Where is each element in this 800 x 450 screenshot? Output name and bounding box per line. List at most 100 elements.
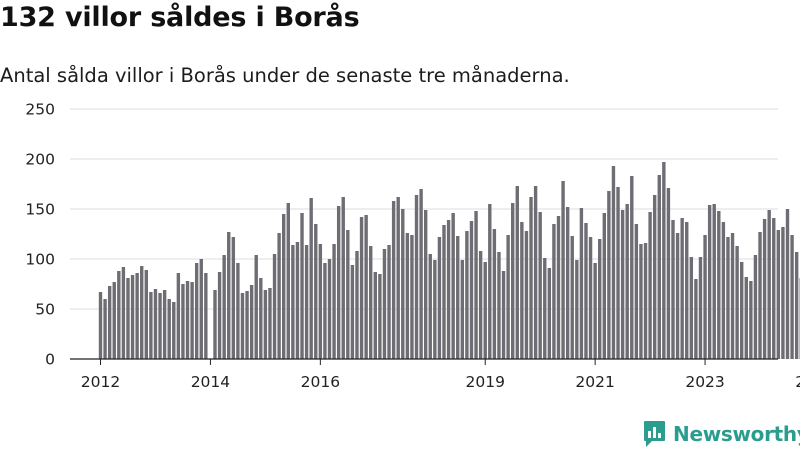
bar [181, 284, 185, 359]
x-tick-label: 2021 [575, 373, 614, 391]
bar [341, 197, 345, 359]
bar [304, 245, 309, 359]
bar [419, 189, 423, 359]
bar [176, 273, 181, 359]
bar [153, 289, 158, 359]
bar [222, 255, 226, 359]
bar [355, 251, 359, 359]
bar [309, 198, 313, 359]
x-tick-label: 2023 [685, 373, 724, 391]
bar [295, 242, 300, 359]
bar [561, 181, 565, 359]
newsworthy-logo[interactable]: Newsworthy [643, 420, 800, 448]
bar [698, 257, 703, 359]
bar [735, 246, 739, 359]
bar [593, 263, 597, 359]
bar [140, 266, 144, 359]
page-subtitle: Antal sålda villor i Borås under de sena… [0, 64, 570, 87]
bar [781, 227, 785, 359]
bar [185, 281, 190, 359]
bar [652, 195, 657, 359]
bar [556, 216, 561, 359]
bar [762, 219, 767, 359]
bar [538, 212, 542, 359]
bar [579, 208, 584, 359]
bar [753, 255, 758, 359]
bar [767, 210, 771, 359]
bar [327, 259, 332, 359]
bar [570, 236, 574, 359]
bar [382, 249, 387, 359]
bar [240, 293, 245, 359]
bar [552, 224, 556, 359]
bar [456, 236, 460, 359]
y-tick-label: 150 [25, 201, 55, 219]
bar [465, 231, 469, 359]
x-tick-label: 2016 [301, 373, 340, 391]
bar [369, 246, 373, 359]
bar [602, 213, 606, 359]
y-axis: 0 50 100 150 200 250 [25, 101, 55, 369]
bar [726, 237, 730, 359]
bar [744, 277, 748, 359]
bar [282, 214, 286, 359]
bar [373, 272, 377, 359]
x-tick-label: 2014 [191, 373, 230, 391]
bar [511, 203, 515, 359]
bar [162, 290, 167, 359]
x-axis: 2012 2014 2016 2019 2021 2023 2025 [70, 358, 800, 391]
bar [529, 197, 533, 359]
bar [492, 229, 497, 359]
bar [391, 201, 396, 359]
bar [758, 232, 762, 359]
x-tick-label: 2019 [465, 373, 504, 391]
bar [680, 218, 684, 359]
bar [620, 210, 625, 359]
bar [135, 273, 139, 359]
bar [707, 205, 712, 359]
bar [497, 252, 501, 359]
bar [488, 204, 492, 359]
bar [121, 267, 126, 359]
bar [231, 237, 236, 359]
bar [712, 204, 716, 359]
bar [478, 251, 483, 359]
bar [346, 230, 350, 359]
bar [671, 220, 675, 359]
bar [277, 233, 281, 359]
bar [657, 175, 661, 359]
bar [515, 186, 519, 359]
y-tick-label: 0 [45, 351, 55, 369]
bar [158, 293, 162, 359]
bar [126, 278, 130, 359]
bar [217, 272, 222, 359]
bar [167, 299, 171, 359]
bar [460, 260, 465, 359]
bar [236, 263, 240, 359]
bar [607, 191, 611, 359]
bar [314, 224, 318, 359]
bar [112, 282, 116, 359]
bar [474, 211, 478, 359]
bar [643, 243, 648, 359]
bar [588, 237, 593, 359]
bar [98, 292, 103, 359]
bar [291, 245, 295, 359]
bar [254, 255, 258, 359]
bar [547, 268, 552, 359]
bar [520, 222, 524, 359]
bar [199, 259, 203, 359]
bar [272, 254, 277, 359]
bar [144, 270, 148, 359]
bar [194, 263, 199, 359]
bar [575, 260, 579, 359]
bar [423, 210, 428, 359]
bar [410, 235, 414, 359]
bar [149, 292, 153, 359]
bar [401, 209, 405, 359]
bar [703, 235, 707, 359]
bar [336, 206, 341, 359]
bar [675, 233, 680, 359]
bar [364, 215, 368, 359]
page-title: 132 villor såldes i Borås [0, 2, 360, 33]
